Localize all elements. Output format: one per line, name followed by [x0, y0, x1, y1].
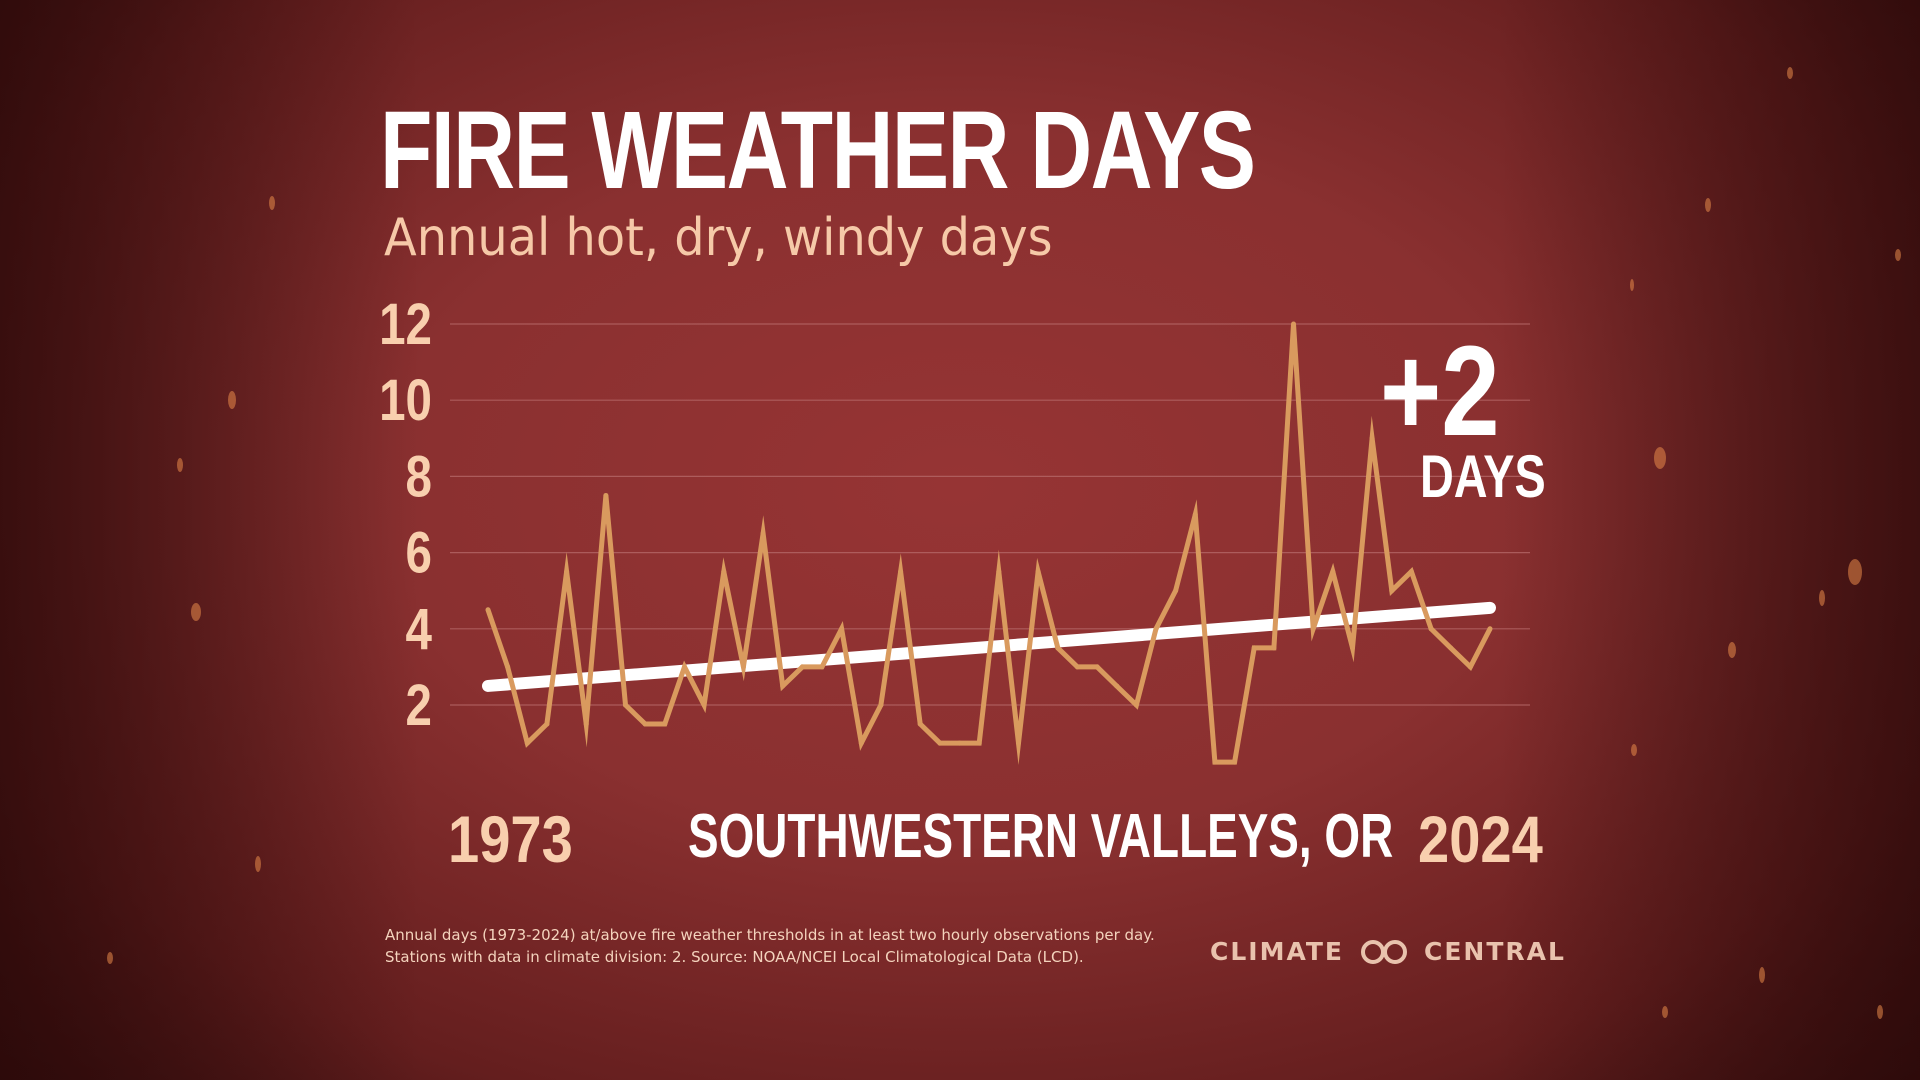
- y-tick-label-2: 2: [406, 674, 432, 739]
- data-point-2006: [1133, 702, 1139, 708]
- data-point-1998: [976, 740, 982, 746]
- trend-delta-value: +2: [1380, 320, 1500, 463]
- data-point-2004: [1094, 664, 1100, 670]
- y-tick-label-8: 8: [406, 445, 432, 510]
- footnote-line-1: Annual days (1973-2024) at/above fire we…: [385, 926, 1155, 944]
- data-point-1978: [583, 721, 589, 727]
- data-point-2018: [1369, 435, 1375, 441]
- region-label: SOUTHWESTERN VALLEYS, OR: [688, 802, 1394, 871]
- logo-text-right: CENTRAL: [1424, 937, 1566, 966]
- data-point-1987: [760, 531, 766, 537]
- data-point-2016: [1330, 569, 1336, 575]
- data-point-2014: [1291, 321, 1297, 327]
- data-point-1980: [623, 702, 629, 708]
- data-point-2024: [1487, 626, 1493, 632]
- series-layer: [485, 321, 1493, 766]
- data-point-1975: [524, 740, 530, 746]
- data-point-2010: [1212, 759, 1218, 765]
- data-point-2021: [1428, 626, 1434, 632]
- data-point-1983: [681, 664, 687, 670]
- data-point-1977: [564, 569, 570, 575]
- data-point-2008: [1173, 588, 1179, 594]
- data-point-2001: [1035, 569, 1041, 575]
- chart-title: FIRE WEATHER DAYS: [380, 89, 1256, 212]
- data-point-2015: [1310, 626, 1316, 632]
- data-point-2011: [1232, 759, 1238, 765]
- data-point-1990: [819, 664, 825, 670]
- data-point-1997: [957, 740, 963, 746]
- data-point-1989: [799, 664, 805, 670]
- trend-delta-unit: DAYS: [1420, 443, 1546, 510]
- data-point-1999: [996, 569, 1002, 575]
- y-tick-labels: 2 4 6 8 10 12: [379, 293, 432, 739]
- data-point-1991: [839, 626, 845, 632]
- data-point-2007: [1153, 626, 1159, 632]
- data-point-1974: [505, 664, 511, 670]
- data-point-1996: [937, 740, 943, 746]
- data-point-2012: [1251, 645, 1257, 651]
- data-point-1992: [858, 740, 864, 746]
- logo-text-left: CLIMATE: [1210, 937, 1344, 966]
- data-point-1986: [740, 664, 746, 670]
- annual-days-series-line: [485, 323, 1493, 766]
- footnote: Annual days (1973-2024) at/above fire we…: [385, 924, 1155, 968]
- x-end-year-label: 2024: [1418, 802, 1543, 876]
- data-point-2019: [1389, 588, 1395, 594]
- data-point-1979: [603, 492, 609, 498]
- data-point-1984: [701, 702, 707, 708]
- data-point-2000: [1015, 740, 1021, 746]
- data-point-1988: [780, 683, 786, 689]
- data-point-2013: [1271, 645, 1277, 651]
- x-start-year-label: 1973: [448, 802, 573, 876]
- data-point-1982: [662, 721, 668, 727]
- data-point-2005: [1114, 683, 1120, 689]
- data-point-2020: [1408, 569, 1414, 575]
- y-tick-label-4: 4: [406, 597, 433, 662]
- footnote-line-2: Stations with data in climate division: …: [385, 948, 1084, 966]
- data-point-1973: [485, 607, 491, 613]
- data-point-2009: [1192, 512, 1198, 517]
- y-tick-label-12: 12: [379, 293, 432, 358]
- chart-subtitle: Annual hot, dry, windy days: [384, 208, 1053, 268]
- y-tick-label-10: 10: [379, 369, 432, 434]
- climate-central-logo: CLIMATE CENTRAL: [1210, 937, 1566, 966]
- data-point-2017: [1349, 645, 1355, 651]
- data-point-1985: [721, 569, 727, 575]
- y-tick-label-6: 6: [406, 521, 432, 586]
- data-point-2002: [1055, 645, 1061, 651]
- data-point-1976: [544, 721, 550, 727]
- data-point-1993: [878, 702, 884, 708]
- data-point-2003: [1074, 664, 1080, 670]
- data-point-2023: [1467, 664, 1473, 670]
- data-point-1981: [642, 721, 648, 727]
- data-point-1994: [898, 569, 904, 575]
- climate-central-logo-icon: [1361, 939, 1407, 964]
- data-point-2022: [1448, 645, 1454, 651]
- data-point-1995: [917, 721, 923, 727]
